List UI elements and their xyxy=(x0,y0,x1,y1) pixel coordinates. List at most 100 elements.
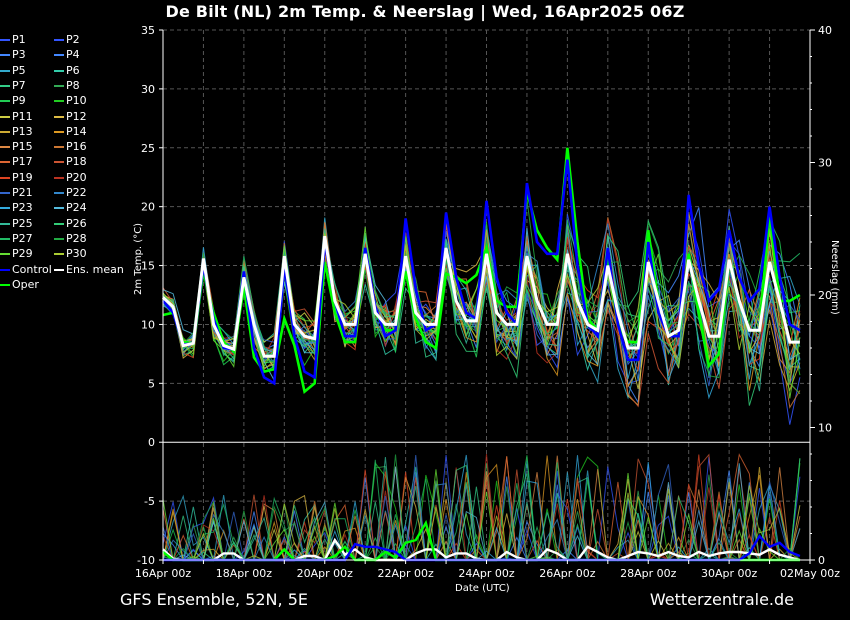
chart-title: De Bilt (NL) 2m Temp. & Neerslag | Wed, … xyxy=(165,2,685,21)
legend-item-p19: P19 xyxy=(0,171,33,185)
legend-label: P5 xyxy=(12,63,26,77)
legend-label: P6 xyxy=(66,63,80,77)
legend-label: P9 xyxy=(12,94,26,108)
legend-swatch xyxy=(0,39,10,41)
legend-swatch xyxy=(0,176,10,179)
legend-label: P23 xyxy=(12,201,33,215)
x-tick-label: 18Apr 00z xyxy=(216,567,273,580)
legend-item-p16: P16 xyxy=(54,140,87,154)
legend-item-p15: P15 xyxy=(0,140,33,154)
temp-line-ens-mean xyxy=(161,235,800,358)
legend-label: Control xyxy=(12,262,52,276)
legend-label: P15 xyxy=(12,140,33,154)
x-axis-label: Date (UTC) xyxy=(455,583,510,594)
legend-label: P11 xyxy=(12,109,33,123)
legend-swatch xyxy=(54,161,64,164)
legend-item-p23: P23 xyxy=(0,201,33,215)
x-tick-label: 26Apr 00z xyxy=(539,567,596,580)
legend-swatch xyxy=(54,253,64,256)
legend-swatch xyxy=(0,69,10,72)
member-precip-line-p29 xyxy=(162,469,800,562)
legend-label: P1 xyxy=(12,33,26,46)
y-tick-label: 15 xyxy=(141,260,155,273)
legend-swatch xyxy=(0,84,10,87)
legend-item-oper: Oper xyxy=(0,278,39,292)
legend-label: P16 xyxy=(66,140,87,154)
legend-item-p7: P7 xyxy=(0,79,26,93)
legend-item-p20: P20 xyxy=(54,171,87,185)
legend-item-control: Control xyxy=(0,263,52,277)
x-tick-label: 24Apr 00z xyxy=(458,567,515,580)
legend-item-p2: P2 xyxy=(54,33,80,47)
legend-swatch xyxy=(0,130,10,133)
legend-item-p22: P22 xyxy=(54,186,87,200)
legend-label: P13 xyxy=(12,124,33,138)
legend-item-p9: P9 xyxy=(0,94,26,108)
legend-item-p24: P24 xyxy=(54,201,87,215)
x-tick-label: 22Apr 00z xyxy=(377,567,434,580)
legend-label: P24 xyxy=(66,201,87,215)
legend-swatch xyxy=(54,237,64,240)
legend-swatch xyxy=(0,237,10,240)
legend-item-p8: P8 xyxy=(54,79,80,93)
y-axis-label: 2m Temp. (°C) xyxy=(133,222,144,295)
y-tick-label: 25 xyxy=(141,142,155,155)
legend-label: P22 xyxy=(66,186,87,199)
legend-swatch xyxy=(0,115,10,118)
legend-item-p28: P28 xyxy=(54,232,87,246)
legend-label: Ens. mean xyxy=(66,262,124,276)
x-tick-label: 28Apr 00z xyxy=(620,567,677,580)
axis-layer: 35 30 25 20 15 10 5 0 -5 -10 40 30 20 10 0 16Apr 00z 18A… xyxy=(135,24,840,580)
legend-item-p1: P1 xyxy=(0,33,26,47)
legend-swatch xyxy=(0,161,10,164)
legend-swatch xyxy=(54,207,64,210)
legend-item-p6: P6 xyxy=(54,64,80,78)
legend-item-p10: P10 xyxy=(54,94,87,108)
legend-label: P26 xyxy=(66,216,87,230)
legend-item-p18: P18 xyxy=(54,155,87,169)
legend-label: P8 xyxy=(66,78,80,92)
legend-swatch xyxy=(54,54,64,57)
legend-label: P17 xyxy=(12,155,33,169)
legend-swatch xyxy=(0,192,10,194)
legend-swatch xyxy=(54,192,64,194)
legend-swatch xyxy=(54,176,64,179)
y-tick-label: -5 xyxy=(144,495,155,508)
legend-item-p26: P26 xyxy=(54,217,87,231)
legend-swatch xyxy=(54,39,64,41)
legend-item-ens-mean: Ens. mean xyxy=(54,263,124,277)
legend-swatch xyxy=(54,69,64,72)
x-tick-label: 20Apr 00z xyxy=(297,567,354,580)
legend-item-p27: P27 xyxy=(0,232,33,246)
legend-swatch xyxy=(0,222,10,225)
legend-item-p5: P5 xyxy=(0,64,26,78)
x-tick-label: 16Apr 00z xyxy=(135,567,192,580)
legend-swatch xyxy=(54,222,64,225)
legend-swatch xyxy=(54,130,64,133)
y-tick-label: 10 xyxy=(141,318,155,331)
y-tick-label: 35 xyxy=(141,24,155,37)
legend-label: P20 xyxy=(66,170,87,184)
legend-swatch xyxy=(0,100,10,103)
y-right-tick-label: 10 xyxy=(818,422,832,435)
legend-label: P7 xyxy=(12,78,26,92)
legend-swatch xyxy=(54,268,64,271)
legend-label: P4 xyxy=(66,48,80,62)
legend-item-p13: P13 xyxy=(0,125,33,139)
legend-label: P30 xyxy=(66,247,87,261)
y-tick-label: 0 xyxy=(148,436,155,449)
legend-swatch xyxy=(0,146,10,149)
legend-swatch xyxy=(0,268,10,271)
legend-item-p11: P11 xyxy=(0,110,33,124)
legend-item-p30: P30 xyxy=(54,247,87,261)
legend-item-p3: P3 xyxy=(0,48,26,62)
legend-swatch xyxy=(54,115,64,118)
y-right-tick-label: 20 xyxy=(818,289,832,302)
legend-swatch xyxy=(0,283,10,286)
legend-label: P29 xyxy=(12,247,33,261)
y-axis-right-label: Neerslag (mm) xyxy=(829,240,840,315)
legend-label: P19 xyxy=(12,170,33,184)
legend-item-p4: P4 xyxy=(54,48,80,62)
legend-swatch xyxy=(0,207,10,210)
